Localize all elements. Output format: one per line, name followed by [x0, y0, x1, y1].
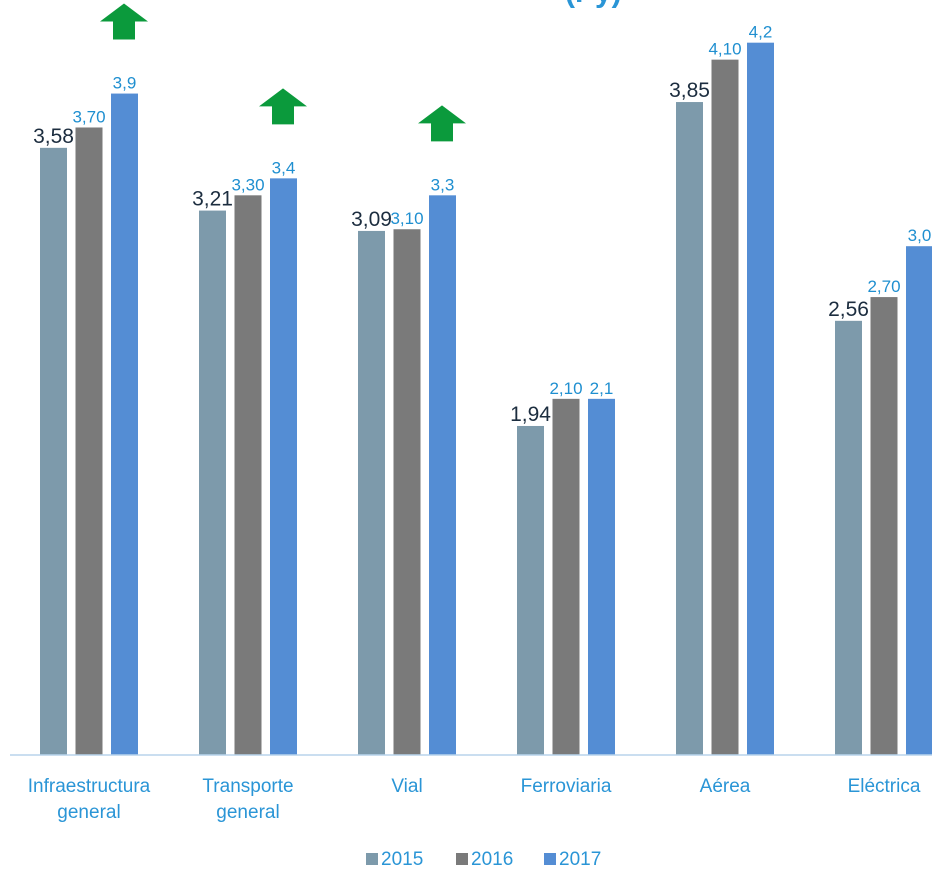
x-tick-label-4: Aérea	[700, 776, 751, 797]
bar-2015-5	[835, 320, 862, 755]
x-tick-label-0-line2: general	[57, 802, 120, 823]
up-arrow-icon-0	[100, 3, 148, 40]
data-label-2015-5: 2,56	[828, 298, 869, 321]
arrows-layer	[100, 3, 466, 142]
bar-2017-1	[270, 178, 297, 756]
up-arrow-icon-2	[418, 105, 466, 142]
data-label-2015-1: 3,21	[192, 188, 233, 211]
data-label-2017-0: 3,9	[113, 74, 137, 93]
bars-layer	[40, 42, 932, 756]
bar-2017-5	[906, 246, 932, 755]
bar-2016-3	[552, 398, 580, 755]
x-tick-label-5: Eléctrica	[848, 776, 921, 797]
data-label-2016-1: 3,30	[231, 175, 264, 194]
bar-2015-4	[676, 102, 703, 756]
data-label-2015-2: 3,09	[351, 208, 392, 231]
x-axis-labels: Infraestructura general Transporte general V…	[28, 776, 921, 823]
data-label-2017-3: 2,1	[590, 379, 614, 398]
data-label-2016-4: 4,10	[708, 40, 741, 59]
x-tick-label-3: Ferroviaria	[521, 776, 612, 797]
bar-2016-1	[234, 195, 262, 755]
legend-label-2017: 2017	[559, 849, 601, 870]
bar-2017-3	[588, 398, 615, 755]
data-label-2016-5: 2,70	[867, 277, 900, 296]
x-tick-label-2: Vial	[391, 776, 422, 797]
x-tick-label-1: Transporte	[202, 776, 293, 797]
data-label-2017-5: 3,0	[908, 226, 932, 245]
bar-2017-0	[111, 93, 138, 755]
legend-label-2016: 2016	[471, 849, 513, 870]
bar-2016-2	[393, 229, 421, 756]
data-labels-layer: 3,583,70 3,9 3,213,30 3,4 3,093,10 3,3 1,94 2,1…	[33, 23, 931, 426]
legend-swatch-2015	[366, 853, 378, 865]
up-arrow-icon-1	[259, 88, 307, 125]
bar-2017-2	[429, 195, 456, 755]
bar-2016-4	[711, 59, 739, 755]
data-label-2015-4: 3,85	[669, 79, 710, 102]
bar-2017-4	[747, 42, 774, 756]
x-tick-label-0: Infraestructura	[28, 776, 151, 797]
chart-title-fragment: (Py)	[565, 0, 622, 9]
legend-swatch-2016	[456, 853, 468, 865]
bar-2015-1	[199, 210, 226, 756]
legend-label-2015: 2015	[381, 849, 423, 870]
data-label-2015-0: 3,58	[33, 125, 74, 148]
data-label-2017-4: 4,2	[749, 23, 773, 42]
data-label-2017-2: 3,3	[431, 175, 455, 194]
x-tick-label-1-line2: general	[216, 802, 279, 823]
bar-2016-5	[870, 297, 898, 755]
legend-swatch-2017	[544, 853, 556, 865]
bar-2015-3	[517, 425, 544, 755]
bar-2015-0	[40, 147, 67, 755]
data-label-2015-3: 1,94	[510, 403, 551, 426]
data-label-2016-3: 2,10	[549, 379, 582, 398]
bar-2016-0	[75, 127, 103, 756]
data-label-2017-1: 3,4	[272, 158, 296, 177]
data-label-2016-2: 3,10	[390, 209, 423, 228]
bar-2015-2	[358, 230, 385, 755]
legend: 2015 2016 2017	[366, 849, 601, 870]
data-label-2016-0: 3,70	[72, 107, 105, 126]
